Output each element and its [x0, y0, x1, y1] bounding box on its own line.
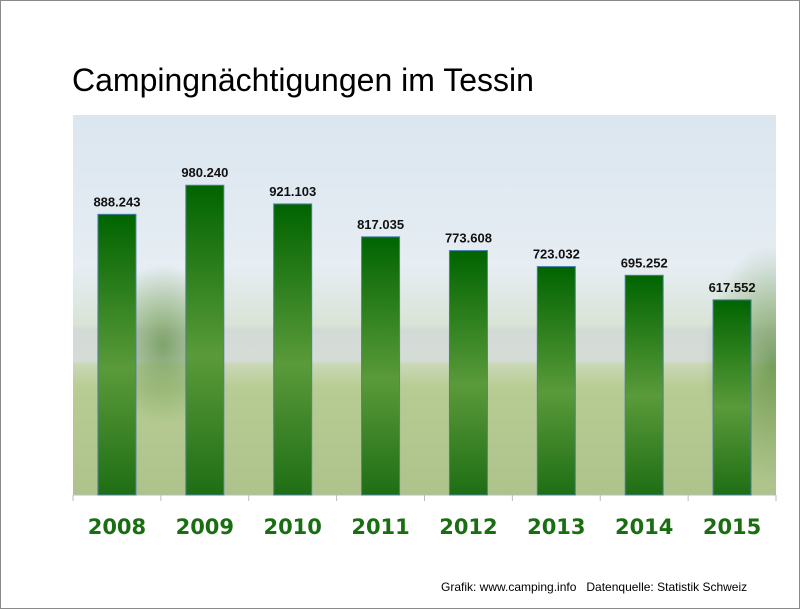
category-label: 2014 — [615, 515, 673, 539]
value-label: 773.608 — [445, 231, 492, 246]
category-label: 2011 — [351, 515, 409, 539]
bar-2008 — [97, 213, 137, 496]
category-label: 2010 — [263, 515, 321, 539]
value-label: 888.243 — [93, 194, 140, 209]
chart-title: Campingnächtigungen im Tessin — [72, 62, 534, 98]
value-label: 921.103 — [269, 184, 316, 199]
value-label: 817.035 — [357, 217, 404, 232]
value-label: 980.240 — [181, 165, 228, 180]
bar-2013 — [536, 266, 576, 496]
value-label: 617.552 — [709, 280, 756, 295]
bar-2011 — [361, 236, 401, 496]
category-label: 2015 — [703, 515, 761, 539]
category-label: 2008 — [88, 515, 146, 539]
category-label: 2012 — [439, 515, 497, 539]
category-label: 2013 — [527, 515, 585, 539]
bar-2009 — [185, 184, 225, 496]
value-label: 695.252 — [621, 255, 668, 270]
value-label: 723.032 — [533, 247, 580, 262]
source-footer: Grafik: www.camping.info Datenquelle: St… — [441, 580, 748, 594]
category-label: 2009 — [176, 515, 234, 539]
bar-2012 — [448, 250, 488, 496]
bar-2015 — [712, 299, 752, 496]
bar-2014 — [624, 274, 664, 496]
bar-2010 — [273, 203, 313, 496]
